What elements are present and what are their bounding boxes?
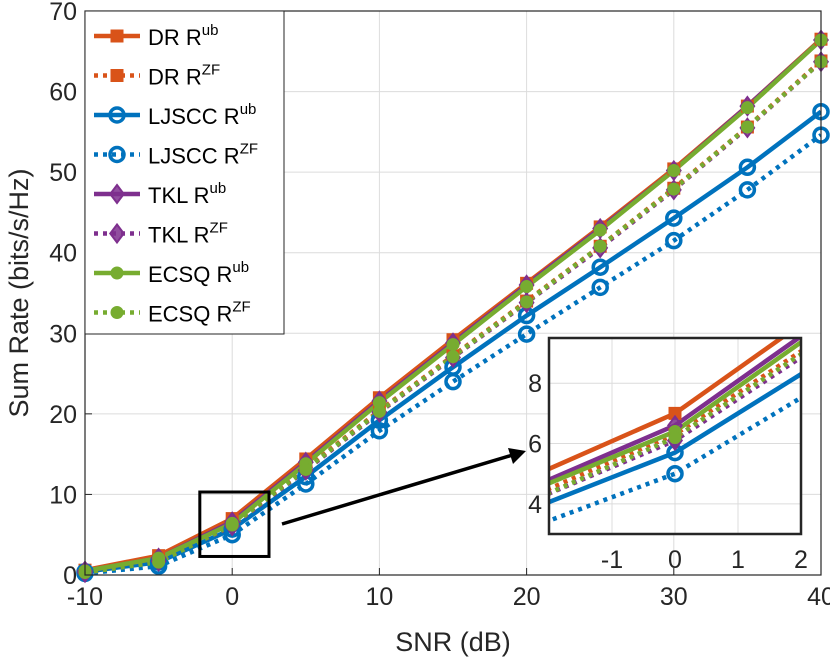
legend-label: TKL RZF [148, 220, 228, 248]
inset-series-line [549, 338, 786, 472]
legend-label: ECSQ RZF [148, 299, 251, 327]
legend-entry: TKL Rub [94, 180, 226, 208]
inset-x-tick-label: 0 [668, 546, 682, 574]
inset-series-line [549, 395, 801, 524]
x-tick-label: 0 [225, 583, 239, 611]
data-point [372, 404, 386, 418]
zoom-annotation [198, 448, 526, 558]
data-point [446, 338, 460, 352]
legend-label: ECSQ Rub [148, 259, 249, 287]
legend-label: LJSCC RZF [148, 141, 258, 169]
y-tick-label: 30 [49, 320, 77, 348]
data-point [740, 101, 754, 115]
data-point [152, 555, 166, 569]
data-point [593, 239, 607, 253]
data-point [446, 350, 460, 364]
x-tick-label: 10 [365, 583, 393, 611]
x-axis-label: SNR (dB) [395, 627, 511, 657]
legend-marker [110, 29, 124, 43]
legend-marker [109, 183, 125, 205]
legend-marker [110, 266, 124, 280]
y-tick-label: 50 [49, 159, 77, 187]
data-point [520, 280, 534, 294]
inset-x-tick-label: -1 [601, 546, 623, 574]
inset-data-point [668, 431, 682, 445]
y-tick-label: 0 [63, 562, 77, 590]
data-point [665, 231, 683, 250]
data-point [591, 278, 609, 297]
x-tick-label: 30 [660, 583, 688, 611]
inset-data-point [666, 464, 684, 483]
inset-markers [666, 406, 684, 483]
zoom-arrow-head [508, 448, 526, 464]
legend-entry: ECSQ Rub [94, 259, 249, 287]
legend-label: DR RZF [148, 62, 220, 90]
legend-marker [108, 106, 126, 124]
data-point [370, 422, 389, 440]
y-tick-label: 40 [49, 240, 77, 268]
legend-entry: LJSCC RZF [94, 141, 258, 169]
legend-box [84, 10, 285, 335]
data-point [667, 164, 681, 178]
inset-series-line [549, 339, 801, 486]
zoom-box [198, 490, 271, 558]
legend-label: TKL Rub [148, 180, 226, 208]
legend-marker [108, 145, 126, 164]
data-point [667, 182, 681, 196]
y-axis-label: Sum Rate (bits/s/Hz) [4, 168, 34, 417]
inset-y-tick-label: 4 [528, 491, 542, 519]
data-point [740, 120, 754, 134]
legend-entry: DR RZF [94, 62, 220, 90]
data-point [299, 462, 313, 476]
legend-entry: DR Rub [94, 22, 218, 50]
legend-entry: TKL RZF [94, 220, 228, 248]
inset-frame [547, 336, 803, 536]
zoom-arrow-line [281, 452, 517, 526]
inset-x-tick-label: 1 [731, 546, 745, 574]
inset-series-line [549, 371, 801, 505]
inset-y-tick-label: 8 [528, 370, 542, 398]
inset-ticks: -1 0 1 2 4 6 8 [528, 370, 808, 574]
y-tick-label: 20 [49, 401, 77, 429]
data-point [665, 209, 683, 227]
inset-series-line [549, 338, 801, 483]
legend-marker [109, 222, 125, 245]
y-tick-label: 60 [49, 79, 77, 107]
legend-marker [110, 69, 124, 82]
series-line-ljscc-zf [85, 133, 821, 575]
legend-entry: LJSCC Rub [94, 101, 256, 129]
data-point [738, 158, 757, 177]
data-point [444, 372, 462, 391]
inset-plot: -1 0 1 2 4 6 8 [528, 336, 808, 574]
data-point [517, 325, 536, 343]
y-tick-label: 70 [49, 0, 77, 26]
legend-entry: ECSQ RZF [94, 299, 251, 327]
x-tick-label: -10 [67, 583, 103, 611]
data-point [593, 223, 607, 237]
data-point [520, 295, 534, 309]
inset-series [549, 338, 801, 524]
legend: DR Rub DR RZF LJSCC Rub LJSCC RZF TKL Rub TKL… [84, 10, 285, 335]
x-tick-label: 20 [513, 583, 541, 611]
data-point [225, 518, 239, 532]
x-tick-label: 40 [807, 583, 830, 611]
inset-x-tick-label: 2 [794, 546, 808, 574]
data-point [738, 181, 757, 199]
legend-label: DR Rub [148, 22, 218, 50]
data-point [591, 258, 609, 276]
legend-marker [110, 306, 124, 319]
y-tick-label: 10 [49, 481, 77, 509]
inset-y-tick-label: 6 [528, 431, 542, 459]
legend-label: LJSCC Rub [148, 101, 256, 129]
